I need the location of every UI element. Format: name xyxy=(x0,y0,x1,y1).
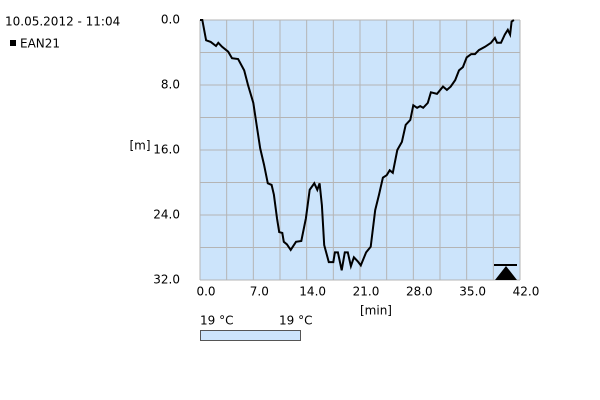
legend-label: EAN21 xyxy=(20,37,60,51)
x-tick-label: 35.0 xyxy=(459,285,486,299)
data-line xyxy=(200,19,515,271)
y-tick-label: 32.0 xyxy=(153,273,180,287)
temperature-label: 19 °C xyxy=(279,314,312,328)
x-tick-label: 0.0 xyxy=(196,285,215,299)
temperature-bar xyxy=(200,330,301,341)
x-tick-label: 42.0 xyxy=(513,285,540,299)
x-tick-label: 7.0 xyxy=(250,285,269,299)
x-tick-label: 21.0 xyxy=(353,285,380,299)
water-level-icon xyxy=(495,266,517,280)
y-tick-label: 8.0 xyxy=(161,78,180,92)
x-tick-label: 28.0 xyxy=(406,285,433,299)
y-axis-label: [m] xyxy=(129,139,150,153)
x-tick-label: 14.0 xyxy=(299,285,326,299)
x-axis-label: [min] xyxy=(360,304,392,318)
chart-title: 10.05.2012 - 11:04 xyxy=(5,15,120,29)
y-tick-label: 0.0 xyxy=(161,13,180,27)
plot-area xyxy=(199,19,521,281)
legend-swatch xyxy=(10,40,16,46)
temperature-label: 19 °C xyxy=(200,314,233,328)
y-tick-label: 24.0 xyxy=(153,208,180,222)
y-tick-label: 16.0 xyxy=(153,143,180,157)
